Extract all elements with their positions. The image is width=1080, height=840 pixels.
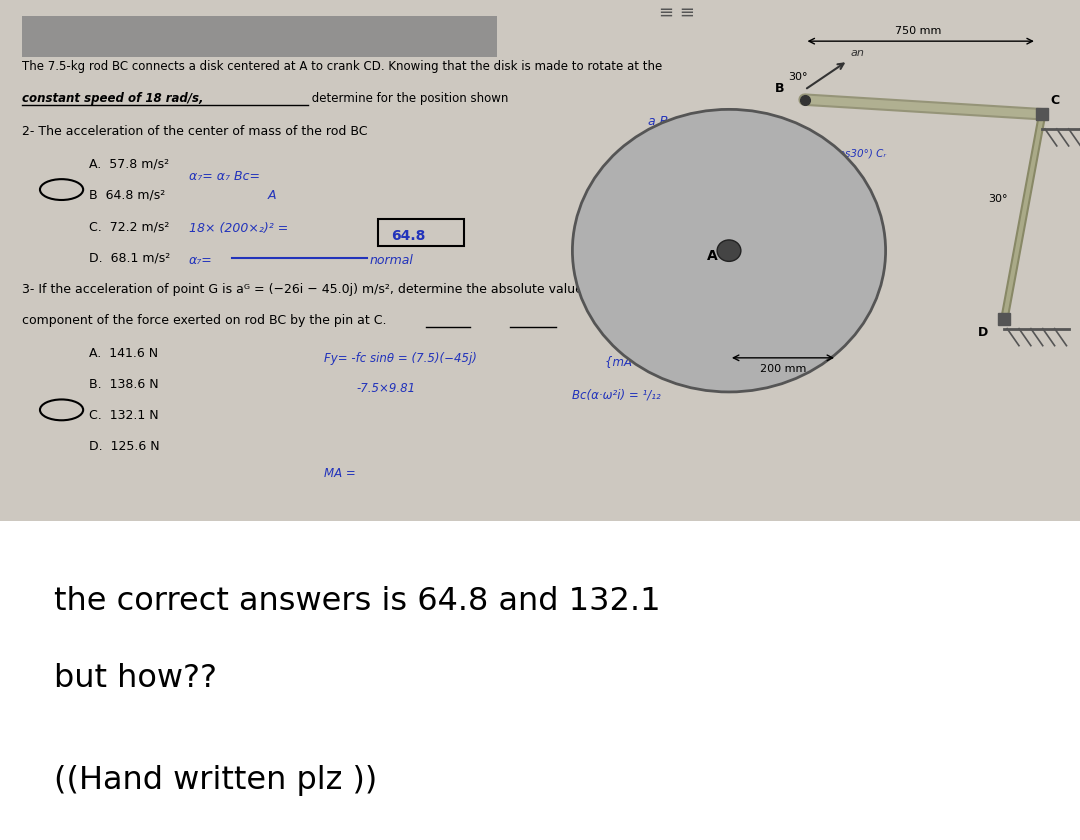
Text: A.  141.6 N: A. 141.6 N <box>89 347 158 360</box>
Text: A: A <box>268 189 276 202</box>
Text: 3- If the acceleration of point G is aᴳ = (−26i − 45.0j) m/s², determine the abs: 3- If the acceleration of point G is aᴳ … <box>22 283 674 297</box>
Text: αᴮ i= αrcosθ ℓα: αᴮ i= αrcosθ ℓα <box>756 171 835 181</box>
Text: B: B <box>775 82 784 95</box>
Text: component of the force exerted on rod BC by the pin at C.: component of the force exerted on rod BC… <box>22 314 387 327</box>
Text: a B=a₇+αr≈ω²r: a B=a₇+αr≈ω²r <box>648 115 746 128</box>
Text: D.  68.1 m/s²: D. 68.1 m/s² <box>89 251 170 265</box>
Text: α₇= α₇ Bc=: α₇= α₇ Bc= <box>189 170 260 182</box>
Text: 2- The acceleration of the center of mass of the rod BC: 2- The acceleration of the center of mas… <box>22 125 367 139</box>
Text: B.  138.6 N: B. 138.6 N <box>89 378 158 391</box>
Text: C.  72.2 m/s²: C. 72.2 m/s² <box>89 220 168 234</box>
Text: ((Hand written plz )): ((Hand written plz )) <box>54 765 377 796</box>
Text: α₇=: α₇= <box>189 254 213 267</box>
Text: 30°: 30° <box>788 72 808 82</box>
Text: D: D <box>977 326 987 339</box>
Text: The 7.5-kg rod BC connects a disk centered at A to crank CD. Knowing that the di: The 7.5-kg rod BC connects a disk center… <box>22 60 662 73</box>
Text: 64.8: 64.8 <box>391 228 426 243</box>
Circle shape <box>572 109 886 392</box>
FancyBboxPatch shape <box>378 218 464 246</box>
Text: determine for the position shown: determine for the position shown <box>308 92 509 104</box>
Text: B  64.8 m/s²: B 64.8 m/s² <box>89 189 165 202</box>
Text: αᴮ i= α k(−20°cos30°) Cᵣ: αᴮ i= α k(−20°cos30°) Cᵣ <box>756 148 886 158</box>
Text: Bc(α·ω²i) = ¹/₁₂: Bc(α·ω²i) = ¹/₁₂ <box>572 388 661 402</box>
Text: 30°: 30° <box>988 194 1008 204</box>
Text: but how??: but how?? <box>54 663 217 694</box>
Text: A: A <box>707 249 718 264</box>
Text: ≡ ≡: ≡ ≡ <box>659 4 694 22</box>
Text: A.  57.8 m/s²: A. 57.8 m/s² <box>89 158 168 171</box>
Text: -7.5×9.81: -7.5×9.81 <box>356 381 416 395</box>
Text: normal: normal <box>369 254 414 267</box>
Text: 200 mm: 200 mm <box>760 365 806 375</box>
Text: Fy= -fc sinθ = (7.5)(−45j): Fy= -fc sinθ = (7.5)(−45j) <box>324 352 477 365</box>
Text: MA =: MA = <box>324 466 355 480</box>
Bar <box>22 16 497 57</box>
Text: {mA = I Gα: {mA = I Gα <box>605 354 673 368</box>
Text: an: an <box>851 48 864 58</box>
Text: constant speed of 18 rad/s,: constant speed of 18 rad/s, <box>22 92 203 104</box>
Text: D.  125.6 N: D. 125.6 N <box>89 440 159 454</box>
Text: C: C <box>1051 94 1059 108</box>
Text: the correct answers is 64.8 and 132.1: the correct answers is 64.8 and 132.1 <box>54 586 661 617</box>
Circle shape <box>717 240 741 261</box>
Text: 18× (200×₂)² =: 18× (200×₂)² = <box>189 222 288 234</box>
Text: C.  132.1 N: C. 132.1 N <box>89 409 158 423</box>
Text: 750 mm: 750 mm <box>895 26 941 36</box>
